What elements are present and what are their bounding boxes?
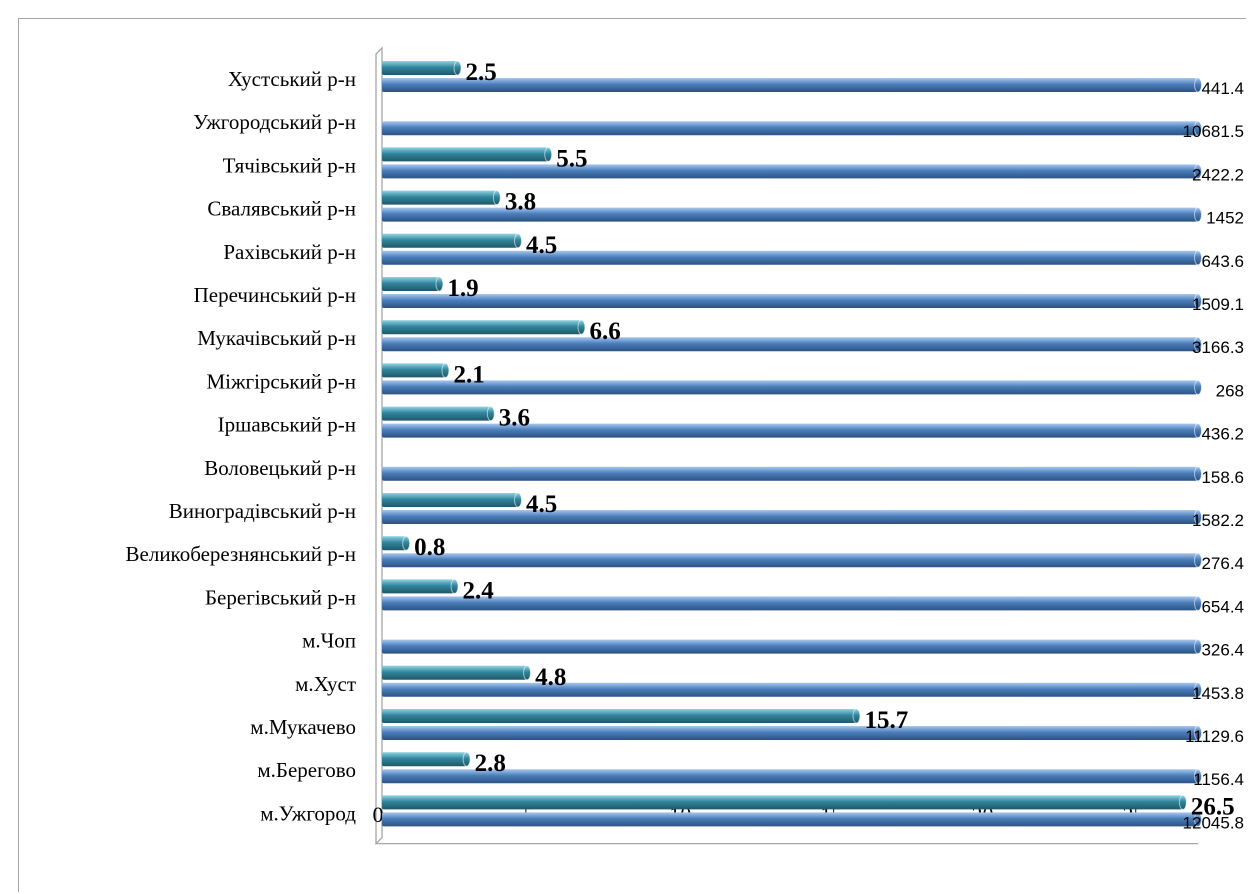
category-label: Рахівський р-н [223,240,356,264]
series1-bar [382,362,450,378]
series2-value-label: 1452 [1206,209,1244,228]
series2-value-label: 268 [1216,381,1244,400]
series2-value-label: 158.6 [1201,468,1244,487]
series1-bar [382,751,471,767]
series1-value-label: 4.8 [535,664,566,691]
labels: Хустський р-н 2.5 441.4 Ужгородський р-н 106… [126,59,1244,832]
series2-bar [382,811,1202,827]
series2-bar [382,163,1202,179]
series2-bar [382,77,1202,93]
series1-bar [382,60,462,76]
series1-bar [382,492,522,508]
series2-bar [382,725,1202,741]
series1-value-label: 2.4 [463,577,495,604]
category-label: Мукачівський р-н [197,326,356,350]
series2-bar [382,120,1202,136]
series1-bar [382,406,495,422]
series1-value-label: 15.7 [864,707,908,734]
series2-value-label: 1582.2 [1192,511,1244,530]
series1-value-label: 2.8 [475,750,506,777]
series2-bar [382,552,1202,568]
series1-bar [382,146,553,162]
category-label: м.Хуст [295,672,356,696]
series2-value-label: 12045.8 [1183,813,1244,832]
series2-bar [382,336,1202,352]
category-label: м.Ужгород [260,801,356,825]
y-axis [375,46,383,846]
bars [382,60,1202,827]
category-label: м.Мукачево [250,715,356,739]
category-label: Великоберезнянський р-н [126,542,356,566]
category-label: Свалявський р-н [207,197,356,221]
series2-value-label: 643.6 [1201,252,1244,271]
series2-bar [382,509,1202,525]
chart-frame [18,18,1246,892]
category-label: Перечинський р-н [194,283,356,307]
series2-value-label: 436.2 [1201,425,1244,444]
series2-bar [382,768,1202,784]
series1-value-label: 1.9 [447,275,478,302]
category-label: Берегівський р-н [205,585,356,609]
series2-bar [382,423,1202,439]
series2-value-label: 654.4 [1201,597,1244,616]
x-tick-label: 0 [373,802,384,827]
category-label: Міжгірський р-н [206,369,356,393]
series2-value-label: 1509.1 [1192,295,1244,314]
series1-bar [382,708,861,724]
series1-value-label: 2.5 [466,59,497,86]
series1-bar [382,319,586,335]
series1-value-label: 26.5 [1191,793,1235,820]
series1-bar [382,190,501,206]
category-label: м.Чоп [302,629,356,653]
category-label: Тячівський р-н [223,153,356,177]
series1-value-label: 6.6 [589,318,620,345]
series2-bar [382,595,1202,611]
category-label: Воловецький р-н [204,456,356,480]
series2-value-label: 11129.6 [1185,727,1244,746]
series2-bar [382,682,1202,698]
series2-bar [382,379,1202,395]
series1-value-label: 4.5 [526,232,557,259]
series2-value-label: 441.4 [1201,79,1244,98]
series2-value-label: 10681.5 [1183,122,1244,141]
category-label: Іршавський р-н [218,413,356,437]
series1-value-label: 3.6 [499,405,530,432]
category-label: м.Берегово [257,758,356,782]
series2-bar [382,466,1202,482]
series2-bar [382,207,1202,223]
series1-bar [382,578,459,594]
series2-value-label: 1156.4 [1193,770,1244,789]
series2-bar [382,639,1202,655]
category-label: Ужгородський р-н [193,110,356,134]
series1-bar [382,276,444,292]
series1-bar [382,233,522,249]
series1-bar [382,535,411,551]
series2-value-label: 1453.8 [1192,684,1244,703]
series1-bar [382,794,1187,810]
series2-bar [382,293,1202,309]
series2-value-label: 276.4 [1201,554,1244,573]
category-label: Хустський р-н [228,67,356,91]
series2-value-label: 2422.2 [1192,165,1244,184]
series2-bar [382,250,1202,266]
series1-value-label: 3.8 [505,189,536,216]
series1-value-label: 0.8 [414,534,445,561]
series1-value-label: 5.5 [556,145,587,172]
series2-value-label: 326.4 [1201,641,1244,660]
series1-value-label: 4.5 [526,491,557,518]
series1-value-label: 2.1 [453,361,484,388]
series2-value-label: 3166.3 [1192,338,1244,357]
series1-bar [382,665,532,681]
category-label: Виноградівський р-н [169,499,356,523]
